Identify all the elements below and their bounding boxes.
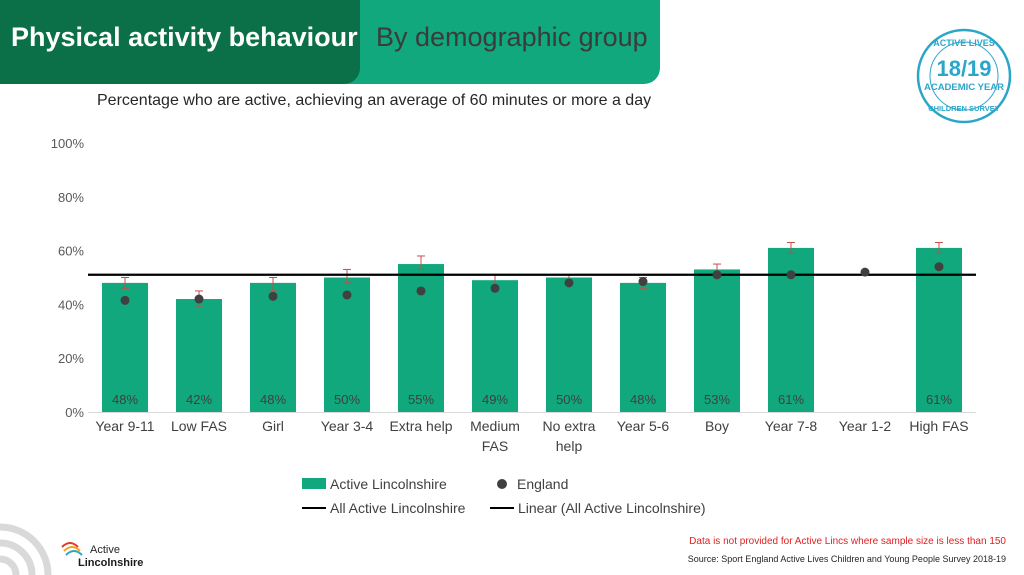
england-point (564, 278, 574, 288)
chart-subtitle: Percentage who are active, achieving an … (97, 92, 652, 109)
england-point (194, 294, 204, 304)
category-label: Year 1-2 (839, 418, 892, 434)
legend-label: All Active Lincolnshire (330, 500, 466, 516)
page-title: Physical activity behaviour (11, 22, 358, 52)
bar-data-label: 48% (630, 392, 656, 407)
bar-data-label: 55% (408, 392, 434, 407)
bar-data-label: 61% (778, 392, 804, 407)
category-label: Year 9-11 (95, 418, 154, 434)
bar (916, 247, 962, 412)
bar (472, 280, 518, 412)
bar (620, 282, 666, 412)
badge-top-text: ACTIVE LIVES (933, 38, 995, 48)
category-label: Year 5-6 (617, 418, 670, 434)
activity-chart: 0% 20% 40% 60% 80% 100% 48% 42% 48% 50% 55% 49% 50% 4… (51, 136, 976, 516)
logo-swoosh-blue (65, 550, 83, 556)
bar-data-label: 61% (926, 392, 952, 407)
category-label: Extra help (389, 418, 452, 434)
source-note: Source: Sport England Active Lives Child… (687, 554, 1006, 564)
bar (250, 282, 296, 412)
y-tick-label: 20% (58, 351, 84, 366)
badge-inner-ring (929, 41, 999, 111)
category-label: High FAS (909, 418, 968, 434)
category-label: Low FAS (171, 418, 227, 434)
bar-data-label: 53% (704, 392, 730, 407)
bar-data-label: 48% (112, 392, 138, 407)
bar (176, 299, 222, 412)
badge-bottom-text: CHILDREN SURVEY (928, 104, 1000, 113)
y-tick-label: 100% (51, 136, 85, 151)
sample-size-note: Data is not provided for Active Lincs wh… (689, 536, 1006, 547)
england-point (490, 283, 500, 293)
category-label: FAS (482, 438, 508, 454)
y-tick-label: 0% (65, 405, 84, 420)
logo-text-active: Active (90, 544, 120, 556)
logo-arc-outer (0, 523, 52, 575)
bar-data-label: 50% (556, 392, 582, 407)
category-label: No extra (543, 418, 596, 434)
category-label: help (556, 438, 583, 454)
england-point (860, 267, 870, 277)
bar-data-label: 50% (334, 392, 360, 407)
active-lincolnshire-logo (0, 523, 83, 575)
legend-swatch-bar (302, 478, 326, 489)
england-point (416, 286, 426, 296)
england-point (786, 270, 796, 280)
category-label: Girl (262, 418, 284, 434)
logo-swoosh-orange (63, 546, 81, 552)
logo-text-lincolnshire: Lincolnshire (78, 557, 144, 569)
bar-data-label: 49% (482, 392, 508, 407)
bar (546, 277, 592, 412)
category-label: Year 7-8 (765, 418, 818, 434)
england-point (268, 291, 278, 301)
england-point (342, 290, 352, 300)
category-label: Year 3-4 (321, 418, 374, 434)
y-tick-label: 80% (58, 190, 84, 205)
legend-swatch-point (497, 479, 507, 489)
category-label: Medium (470, 418, 520, 434)
bar (324, 277, 370, 412)
badge-ring (916, 28, 1012, 124)
logo-arc-inner (0, 555, 20, 575)
y-tick-label: 40% (58, 297, 84, 312)
badge-year: 18/19 (936, 56, 991, 81)
page-subtitle: By demographic group (376, 22, 648, 52)
legend-label: England (517, 476, 568, 492)
england-point (712, 270, 722, 280)
bar-data-label: 42% (186, 392, 212, 407)
bar-data-label: 48% (260, 392, 286, 407)
category-label: Boy (705, 418, 729, 434)
legend-label: Linear (All Active Lincolnshire) (518, 500, 706, 516)
y-tick-label: 60% (58, 244, 84, 259)
england-point (934, 262, 944, 272)
england-point (120, 295, 130, 305)
active-lives-badge: ACTIVE LIVES 18/19 ACADEMIC YEAR CHILDRE… (916, 28, 1012, 124)
logo-arc-middle (0, 539, 36, 575)
bar (398, 264, 444, 412)
bar (694, 269, 740, 412)
badge-academic-year: ACADEMIC YEAR (924, 82, 1004, 93)
logo-swoosh-red (61, 542, 79, 548)
england-point (638, 277, 648, 287)
header-title-block (0, 0, 360, 84)
legend-label: Active Lincolnshire (330, 476, 447, 492)
